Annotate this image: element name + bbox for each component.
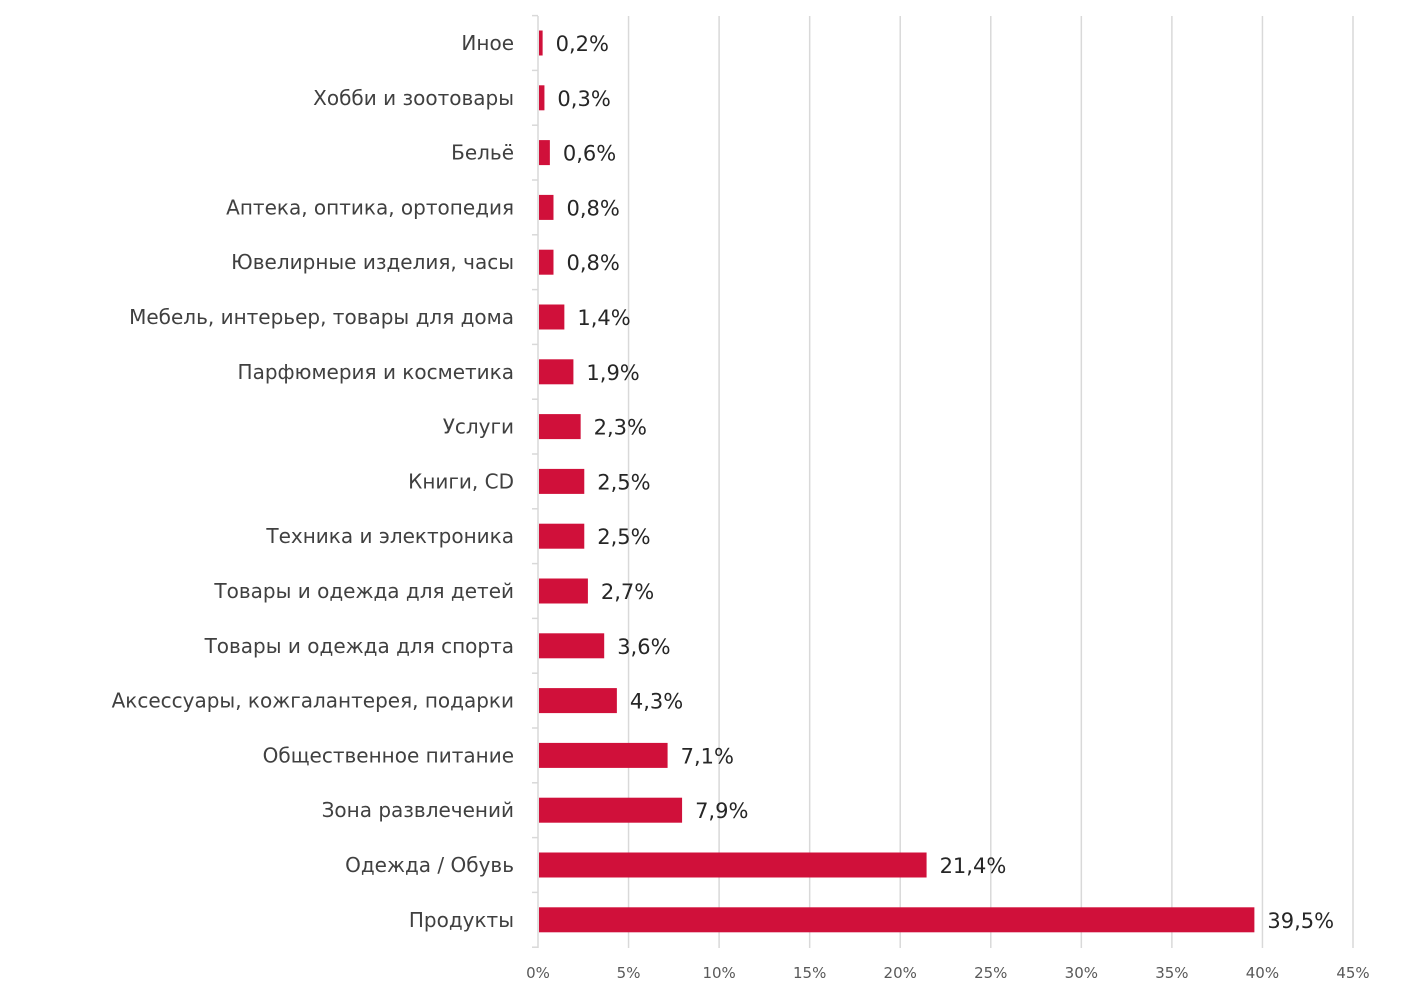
x-tick-label: 10%: [702, 964, 735, 982]
data-label: 4,3%: [630, 690, 683, 714]
value-labels: 0,2% 0,3% 0,6% 0,8% 0,8% 1,4% 1,9% 2,3% 2,5% 2,5%…: [556, 32, 1334, 933]
data-label: 0,6%: [563, 142, 616, 166]
category-label: Мебель, интерьер, товары для дома: [129, 305, 514, 329]
data-label: 2,3%: [594, 416, 647, 440]
x-tick-label: 25%: [974, 964, 1007, 982]
bar: [539, 852, 927, 878]
x-tick-label: 45%: [1336, 964, 1369, 982]
data-label: 1,9%: [586, 361, 639, 385]
data-label: 0,2%: [556, 32, 609, 56]
bar: [539, 578, 588, 604]
gridlines: [532, 14, 1354, 948]
bar: [539, 797, 683, 823]
data-label: 39,5%: [1267, 909, 1334, 933]
bars: [539, 30, 1255, 933]
x-tick-label: 35%: [1155, 964, 1188, 982]
category-label: Товары и одежда для спорта: [204, 634, 514, 658]
category-label: Аптека, оптика, ортопедия: [226, 195, 514, 219]
category-label: Хобби и зоотовары: [313, 86, 514, 110]
data-label: 1,4%: [577, 306, 630, 330]
x-tick-label: 40%: [1246, 964, 1279, 982]
bar: [539, 30, 543, 56]
bar: [539, 304, 565, 330]
data-label: 7,9%: [695, 799, 748, 823]
data-label: 0,8%: [566, 196, 619, 220]
data-label: 0,3%: [557, 87, 610, 111]
x-tick-label: 15%: [793, 964, 826, 982]
category-label: Товары и одежда для детей: [213, 579, 514, 603]
category-label: Общественное питание: [263, 743, 514, 767]
bar: [539, 688, 617, 714]
data-label: 2,5%: [597, 470, 650, 494]
category-label: Продукты: [409, 908, 514, 932]
bar: [539, 359, 574, 385]
x-tick-label: 20%: [884, 964, 917, 982]
category-label: Бельё: [451, 141, 514, 165]
data-label: 2,7%: [601, 580, 654, 604]
category-label: Зона развлечений: [322, 798, 514, 822]
category-label: Иное: [461, 31, 514, 55]
x-tick-label: 5%: [617, 964, 641, 982]
bar: [539, 414, 581, 440]
bar: [539, 633, 605, 659]
bar: [539, 468, 585, 494]
data-label: 7,1%: [681, 744, 734, 768]
data-label: 21,4%: [940, 854, 1007, 878]
data-label: 3,6%: [617, 635, 670, 659]
category-label: Парфюмерия и косметика: [238, 360, 514, 384]
category-label: Услуги: [443, 415, 514, 439]
x-axis-tick-labels: 0% 5% 10% 15% 20% 25% 30% 35% 40% 45%: [526, 964, 1370, 982]
category-label: Техника и электроника: [265, 524, 514, 548]
bar: [539, 742, 668, 768]
category-label: Книги, CD: [408, 469, 514, 493]
category-label: Ювелирные изделия, часы: [231, 250, 514, 274]
category-label: Аксессуары, кожгалантерея, подарки: [112, 689, 514, 713]
bar: [539, 85, 545, 111]
x-tick-label: 0%: [526, 964, 550, 982]
bar: [539, 523, 585, 549]
bar: [539, 140, 550, 166]
x-tick-label: 30%: [1065, 964, 1098, 982]
bar: [539, 194, 554, 220]
category-label: Одежда / Обувь: [345, 853, 514, 877]
data-label: 0,8%: [566, 251, 619, 275]
data-label: 2,5%: [597, 525, 650, 549]
bar: [539, 249, 554, 275]
bar: [539, 907, 1255, 933]
category-labels: Иное Хобби и зоотовары Бельё Аптека, оптика…: [112, 31, 514, 932]
